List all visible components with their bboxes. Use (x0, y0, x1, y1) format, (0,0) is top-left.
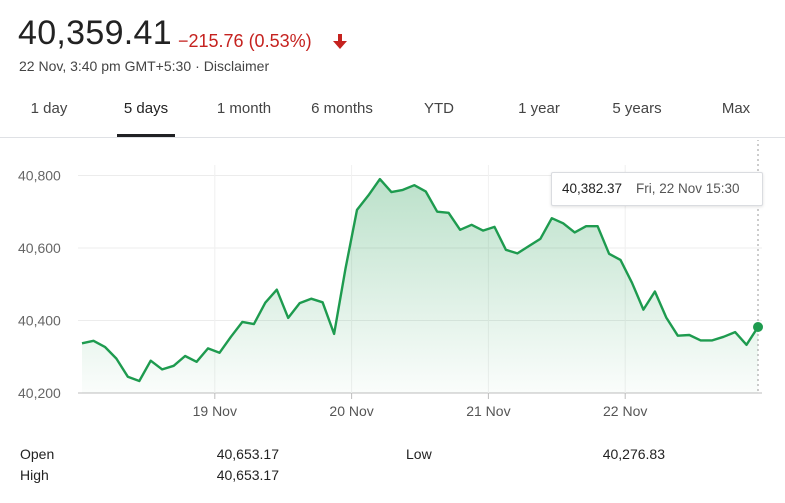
separator: · (195, 58, 200, 74)
tab-5-days[interactable]: 5 days (117, 92, 175, 137)
stats-row-open: Open 40,653.17 Low 40,276.83 (0, 446, 785, 468)
y-tick-label: 40,800 (18, 167, 61, 183)
price-chart[interactable]: 40,800 40,600 40,400 40,200 19 Nov 20 Nov 21 N… (0, 140, 785, 430)
last-point-marker[interactable] (753, 322, 763, 333)
disclaimer-link[interactable]: Disclaimer (203, 58, 270, 74)
x-tick-label: 21 Nov (466, 403, 510, 419)
x-tick-label: 22 Nov (603, 403, 647, 419)
open-label: Open (20, 446, 55, 462)
tab-6-months[interactable]: 6 months (311, 100, 373, 117)
range-tabs: 1 day 5 days 1 month 6 months YTD 1 year… (0, 92, 785, 138)
stats-table: Open 40,653.17 Low 40,276.83 High 40,653… (0, 440, 785, 500)
tooltip-value: 40,382.37 (562, 181, 623, 196)
down-arrow-icon (333, 34, 347, 49)
tab-1-day[interactable]: 1 day (30, 100, 68, 117)
price-value: 40,359.41 (18, 14, 172, 52)
y-tick-label: 40,600 (18, 240, 61, 256)
tab-5-years[interactable]: 5 years (612, 100, 662, 117)
x-tick-label: 20 Nov (329, 403, 373, 419)
tooltip-date: Fri, 22 Nov 15:30 (636, 181, 740, 196)
price-change: −215.76 (0.53%) (178, 31, 312, 51)
x-tick-label: 19 Nov (193, 403, 237, 419)
high-value: 40,653.17 (216, 467, 279, 483)
y-tick-label: 40,200 (18, 385, 61, 401)
timestamp: 22 Nov, 3:40 pm GMT+5:30 (19, 58, 192, 74)
timestamp-line: 22 Nov, 3:40 pm GMT+5:30 · Disclaimer (19, 58, 269, 74)
low-value: 40,276.83 (602, 446, 665, 462)
tab-1-year[interactable]: 1 year (518, 100, 560, 117)
tab-ytd[interactable]: YTD (424, 100, 454, 117)
open-value: 40,653.17 (216, 446, 279, 462)
y-tick-label: 40,400 (18, 312, 61, 328)
stats-row-high: High 40,653.17 (0, 467, 785, 489)
tab-1-month[interactable]: 1 month (216, 100, 272, 117)
chart-tooltip: 40,382.37 Fri, 22 Nov 15:30 (551, 172, 763, 206)
low-label: Low (406, 446, 432, 462)
high-label: High (20, 467, 49, 483)
series-line (81, 177, 760, 383)
tab-max[interactable]: Max (721, 100, 751, 117)
area-fill (82, 179, 758, 393)
